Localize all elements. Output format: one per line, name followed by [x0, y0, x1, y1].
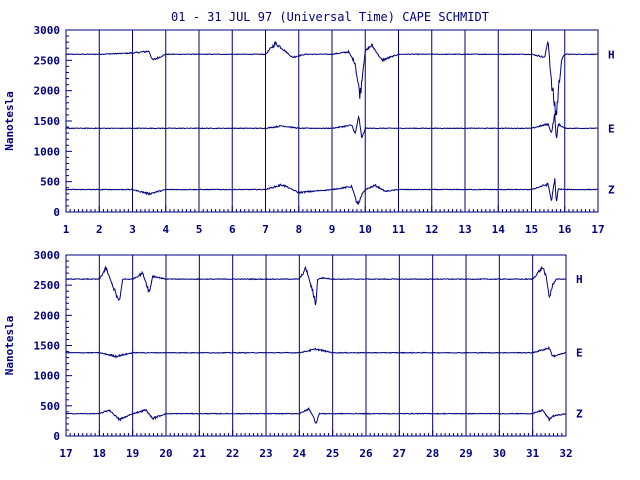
series-label-z: Z — [608, 184, 615, 197]
y-tick-label: 2500 — [34, 54, 61, 67]
series-label-e: E — [608, 122, 615, 135]
trace-z — [66, 407, 567, 425]
y-tick-label: 3000 — [34, 249, 61, 262]
x-tick-label: 6 — [229, 223, 236, 236]
y-tick-label: 1000 — [34, 370, 61, 383]
series-label-z: Z — [576, 408, 583, 421]
x-tick-label: 3 — [129, 223, 136, 236]
series-label-h: H — [576, 273, 583, 286]
y-tick-label: 0 — [53, 206, 60, 219]
x-tick-label: 2 — [96, 223, 103, 236]
x-tick-label: 20 — [159, 447, 172, 460]
x-tick-label: 21 — [193, 447, 207, 460]
x-tick-label: 5 — [196, 223, 203, 236]
x-tick-label: 13 — [458, 223, 471, 236]
x-tick-label: 7 — [262, 223, 269, 236]
y-tick-label: 2500 — [34, 279, 61, 292]
x-tick-label: 15 — [525, 223, 538, 236]
x-tick-label: 32 — [559, 447, 572, 460]
x-tick-label: 19 — [126, 447, 139, 460]
y-tick-label: 500 — [40, 176, 60, 189]
x-tick-label: 29 — [459, 447, 472, 460]
x-tick-label: 23 — [259, 447, 272, 460]
x-tick-label: 22 — [226, 447, 239, 460]
x-tick-label: 17 — [591, 223, 604, 236]
y-tick-label: 0 — [53, 430, 60, 443]
chart-title: 01 - 31 JUL 97 (Universal Time) CAPE SCH… — [171, 10, 489, 24]
x-tick-label: 17 — [59, 447, 72, 460]
trace-e — [65, 112, 599, 139]
x-tick-label: 1 — [63, 223, 70, 236]
y-tick-label: 1500 — [34, 340, 61, 353]
y-tick-label: 2000 — [34, 85, 61, 98]
trace-z — [65, 178, 599, 206]
trace-h — [65, 265, 567, 306]
x-tick-label: 27 — [393, 447, 406, 460]
x-tick-label: 16 — [558, 223, 572, 236]
chart-panel-2: 0 500 1000 1500 2000 2500 3000 17 18 19 20 21 22 23 24… — [3, 249, 583, 460]
x-tick-label: 30 — [493, 447, 506, 460]
plot-frame — [65, 254, 567, 437]
x-tick-label: 11 — [392, 223, 406, 236]
x-tick-label: 10 — [359, 223, 372, 236]
y-tick-label: 3000 — [34, 24, 61, 37]
x-tick-label: 9 — [329, 223, 336, 236]
y-tick-label: 1000 — [34, 145, 61, 158]
series-label-e: E — [576, 347, 583, 360]
trace-h — [65, 40, 599, 116]
y-tick-label: 1500 — [34, 115, 61, 128]
trace-e — [65, 345, 567, 359]
x-tick-label: 8 — [295, 223, 302, 236]
y-tick-label: 500 — [40, 400, 60, 413]
x-tick-label: 18 — [93, 447, 106, 460]
y-axis-label: Nanotesla — [3, 91, 16, 151]
x-tick-label: 31 — [526, 447, 540, 460]
x-tick-label: 14 — [492, 223, 506, 236]
x-tick-label: 4 — [162, 223, 169, 236]
y-axis-label: Nanotesla — [3, 316, 16, 376]
x-tick-label: 26 — [359, 447, 373, 460]
series-label-h: H — [608, 48, 615, 61]
x-tick-label: 24 — [293, 447, 307, 460]
y-tick-label: 2000 — [34, 309, 61, 322]
x-tick-label: 28 — [426, 447, 439, 460]
x-tick-label: 12 — [425, 223, 438, 236]
x-tick-label: 25 — [326, 447, 339, 460]
